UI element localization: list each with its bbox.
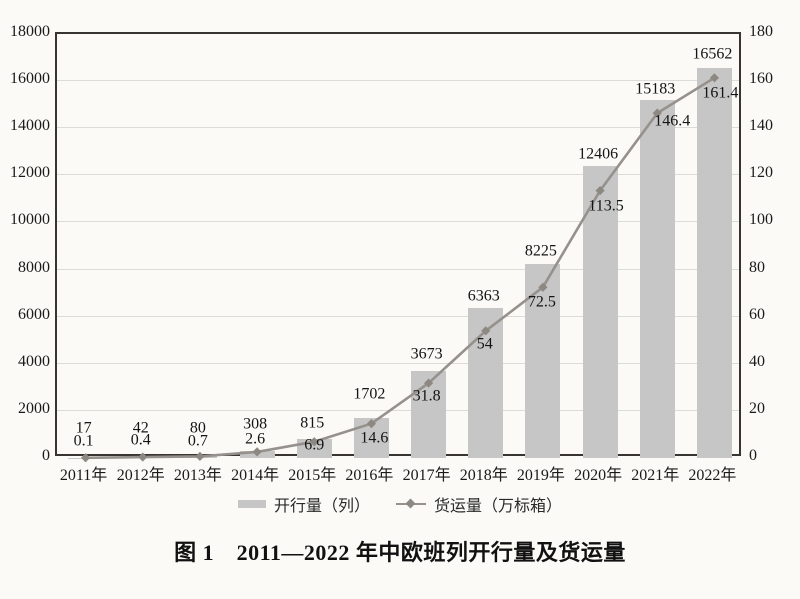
y-axis-tick-label-left: 0 [42,447,50,464]
line-value-label: 72.5 [527,293,556,311]
gridline [57,80,739,82]
y-axis-tick-label-right: 40 [749,352,765,370]
diamond-marker-icon [309,437,319,447]
x-axis-tick-label: 2021年 [631,467,680,484]
y-axis-tick-label-right: 160 [749,70,773,88]
diamond-marker-icon [538,282,548,292]
figure-caption: 图 1 2011—2022 年中欧班列开行量及货运量 [174,540,626,565]
y-axis-tick-label-left: 18000 [10,23,50,40]
y-axis-tick-label-right: 120 [749,164,773,182]
y-axis-tick-label-right: 80 [749,258,765,276]
bar-value-label: 3673 [410,345,443,363]
line-value-label: 31.8 [412,387,441,405]
gridline [57,221,739,223]
y-axis-tick-label-left: 14000 [10,117,50,135]
y-axis-tick-label-left: 16000 [10,70,50,88]
bar-value-label: 308 [243,415,268,433]
x-axis-tick-label: 2017年 [402,467,451,484]
x-axis-tick-label: 2012年 [116,467,165,484]
bar [696,67,732,458]
line-value-label: 2.6 [245,430,266,448]
y-axis-tick-label-left: 10000 [10,211,50,229]
y-axis-tick-label-right: 180 [749,23,773,40]
gridline [57,315,739,317]
line-value-label: 161.4 [702,84,739,102]
diamond-marker-icon [652,108,662,118]
legend-line-label: 货运量（万标箱） [434,498,563,515]
bar-value-label: 1702 [353,385,386,403]
diamond-marker-icon [252,447,262,457]
diamond-marker-icon [195,451,205,461]
bar-value-label: 16562 [692,45,733,63]
bar-value-label: 17 [75,419,92,437]
line-value-label: 54 [476,335,493,353]
bar [639,100,675,458]
chart-legend: 开行量（列） 货运量（万标箱） [0,492,800,516]
bar-value-label: 42 [132,419,149,437]
x-axis-tick-label: 2016年 [345,467,394,484]
y-axis-tick-label-left: 2000 [18,399,50,417]
gridline [57,409,739,411]
x-axis-tick-label: 2019年 [516,467,565,484]
bar-value-label: 80 [189,419,206,437]
gridline [57,174,739,176]
legend-item-bar-series: 开行量（列） [237,492,370,516]
diamond-marker-icon [80,453,91,463]
line-value-label: 146.4 [654,112,691,130]
bar-value-label: 8225 [524,242,557,260]
y-axis-tick-label-right: 140 [749,117,773,135]
diamond-marker-icon [366,419,377,429]
diamond-marker-icon [595,186,605,196]
y-axis-tick-label-left: 4000 [18,352,50,370]
line-value-label: 0.7 [187,432,208,450]
x-axis-tick-label: 2015年 [288,467,337,484]
diamond-marker-icon [423,378,434,388]
line-series-swatch-icon [396,498,426,509]
y-axis-tick-label-right: 0 [749,447,757,464]
line-value-label: 113.5 [588,197,624,215]
bar-series-swatch-icon [237,500,266,508]
y-axis-tick-label-right: 20 [749,399,765,417]
bar-value-label: 12406 [578,145,619,163]
legend-bar-label: 开行量（列） [273,498,370,515]
x-axis-tick-label: 2011年 [59,467,108,484]
line-value-label: 6.9 [304,436,325,454]
gridline [57,362,739,364]
line-path [85,76,716,460]
bar-value-label: 815 [300,414,325,432]
diamond-marker-icon [481,326,491,336]
diamond-marker-icon [405,498,416,509]
line-value-label: 0.4 [130,431,151,449]
bar-value-label: 15183 [635,80,676,98]
legend-item-line-series: 货运量（万标箱） [396,492,562,516]
y-axis-tick-label-left: 8000 [18,258,50,276]
diamond-marker-icon [709,73,720,83]
y-axis-tick-label-right: 60 [749,305,765,323]
x-axis-tick-label: 2022年 [688,467,737,484]
chart-plot-area [55,32,741,463]
y-axis-tick-label-right: 100 [749,211,773,229]
diamond-marker-icon [138,452,148,462]
y-axis-tick-label-left: 6000 [18,305,50,323]
gridline [57,127,739,129]
x-axis-tick-label: 2013年 [173,467,222,484]
line-value-label: 0.1 [73,432,94,450]
x-axis-tick-label: 2020年 [574,467,623,484]
x-axis-tick-label: 2018年 [459,467,508,484]
line-series [80,73,720,463]
bar [582,165,618,458]
y-axis-tick-label-left: 12000 [10,164,50,182]
bar-value-label: 6363 [467,287,500,305]
gridline [57,268,739,270]
line-value-label: 14.6 [360,429,389,447]
x-axis-tick-label: 2014年 [231,467,280,484]
